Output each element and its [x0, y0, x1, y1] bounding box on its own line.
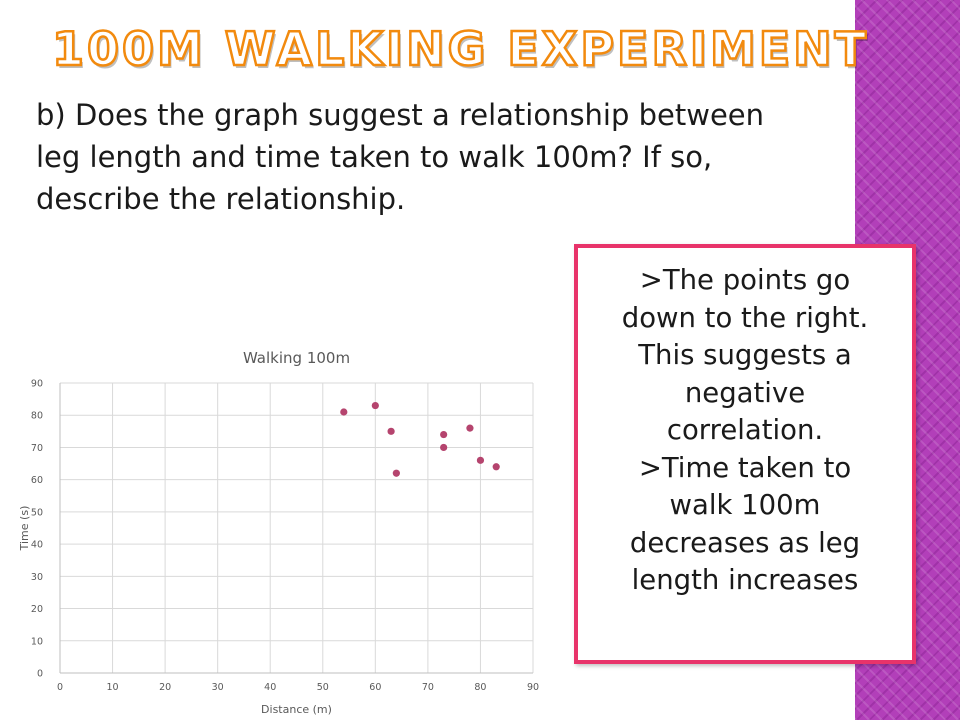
data-point — [466, 424, 474, 432]
data-point — [440, 430, 448, 439]
slide-title: 100M WALKING EXPERIMENT — [51, 21, 870, 78]
data-point — [392, 469, 400, 477]
x-tick-label: 20 — [159, 682, 171, 693]
y-tick-label: 90 — [31, 379, 43, 390]
y-tick-label: 50 — [31, 507, 43, 518]
x-tick-label: 10 — [107, 682, 119, 693]
x-tick-label: 80 — [474, 682, 486, 693]
answer-line: >Time taken to — [638, 451, 852, 484]
y-tick-label: 20 — [31, 604, 43, 615]
y-tick-label: 40 — [31, 540, 43, 551]
data-point — [387, 427, 395, 435]
y-axis-label: Time (s) — [18, 506, 31, 552]
x-axis-label: Distance (m) — [261, 703, 332, 716]
answer-box: >The points go down to the right. This s… — [574, 244, 916, 664]
answer-line: decreases as leg — [629, 526, 861, 559]
answer-line: This suggests a — [638, 339, 852, 371]
data-point — [371, 401, 379, 410]
x-tick-label: 40 — [264, 682, 276, 693]
answer-line: down to the right. — [621, 301, 869, 334]
chart-title: Walking 100m — [243, 349, 350, 367]
answer-line: walk 100m — [669, 489, 821, 521]
x-tick-label: 90 — [527, 682, 539, 693]
x-tick-label: 70 — [422, 682, 434, 693]
x-tick-label: 30 — [212, 682, 224, 693]
answer-line: >The points go — [639, 264, 851, 296]
x-tick-label: 0 — [57, 682, 63, 693]
chart-svg: 0 10 20 30 40 50 60 70 80 90 0 10 20 30 40 50 60 70 80 90 Wa… — [18, 349, 539, 716]
y-tick-label: 10 — [31, 636, 43, 647]
answer-line: negative — [684, 376, 806, 409]
y-tick-label: 60 — [31, 475, 43, 486]
scatter-chart: 0 10 20 30 40 50 60 70 80 90 0 10 20 30 40 50 60 70 80 90 Wa… — [0, 330, 560, 720]
data-point — [476, 456, 485, 464]
x-tick-label: 60 — [369, 682, 381, 693]
data-point — [492, 463, 500, 471]
data-point — [440, 443, 448, 452]
answer-line: length increases — [631, 564, 859, 596]
x-tick-label: 50 — [317, 682, 329, 693]
question-text: b) Does the graph suggest a relationship… — [36, 98, 765, 216]
y-tick-label: 80 — [31, 411, 43, 422]
data-point — [340, 408, 348, 416]
y-tick-label: 0 — [37, 669, 43, 680]
y-tick-label: 30 — [31, 572, 43, 583]
answer-line: correlation. — [666, 414, 824, 446]
y-tick-label: 70 — [31, 443, 43, 454]
